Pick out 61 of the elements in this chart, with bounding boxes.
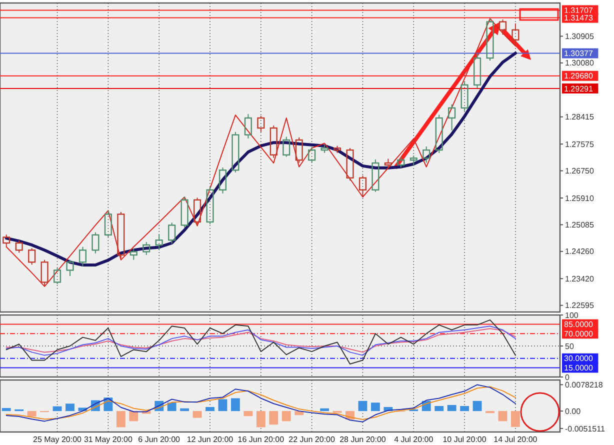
- x-tick-label: 12 Jun 20:00: [186, 435, 234, 444]
- y-tick-label: 0.0078218: [565, 380, 604, 390]
- y-tick-label: 1.27575: [565, 140, 594, 149]
- x-tick-label: 25 May 20:00: [33, 435, 82, 444]
- bar: [116, 411, 126, 428]
- bar: [511, 411, 520, 427]
- bar: [244, 411, 253, 416]
- bar: [269, 411, 278, 425]
- bar: [256, 411, 266, 428]
- y-tick-label: 1.30080: [565, 58, 594, 68]
- y-tick-label: 1.25910: [565, 194, 594, 203]
- y-tick-label: 1.25085: [565, 220, 594, 230]
- x-tick-label: 14 Jul 20:00: [494, 435, 538, 444]
- ref-line-label: 70.0000: [564, 329, 594, 338]
- bar: [27, 411, 36, 416]
- bar: [192, 411, 202, 418]
- y-tick-label: 50: [565, 342, 574, 351]
- bar: [371, 402, 380, 412]
- bar: [320, 408, 329, 412]
- bar: [2, 408, 11, 412]
- x-tick-label: 10 Jul 20:00: [442, 435, 487, 444]
- bar: [472, 400, 482, 412]
- bar: [498, 411, 508, 422]
- bar: [358, 400, 368, 412]
- bar: [52, 406, 62, 412]
- y-tick-label: -0.0051511: [565, 424, 606, 434]
- line-series: [6, 319, 516, 364]
- y-tick-label: 1.30905: [565, 32, 594, 41]
- y-tick-label: 100: [565, 310, 579, 320]
- y-tick-label: 1.28415: [565, 112, 594, 122]
- y-tick-label: 1.23420: [565, 274, 594, 284]
- bar: [129, 411, 138, 422]
- y-tick-label: 1.22595: [565, 301, 594, 310]
- ref-line-label: 1.29291: [564, 84, 594, 94]
- x-tick-label: 31 May 20:00: [84, 435, 133, 444]
- y-tick-label: 0: [565, 372, 570, 382]
- x-tick-label: 28 Jun 20:00: [340, 435, 386, 444]
- bar: [218, 399, 228, 412]
- bar: [167, 402, 176, 412]
- ref-line-label: 1.29680: [564, 72, 594, 81]
- y-tick-label: 0.00: [565, 406, 582, 416]
- bar: [460, 406, 469, 412]
- bar: [206, 407, 214, 412]
- bar: [447, 404, 456, 412]
- x-tick-label: 16 Jun 20:00: [238, 435, 285, 444]
- x-tick-label: 4 Jul 20:00: [394, 435, 434, 444]
- bar: [66, 404, 74, 412]
- x-tick-label: 22 Jun 20:00: [288, 435, 336, 444]
- y-tick-label: 1.26750: [565, 166, 594, 176]
- y-tick-label: 1.24260: [565, 247, 594, 256]
- ref-line-label: 1.30377: [564, 49, 594, 58]
- ref-line-label: 1.31707: [564, 6, 594, 16]
- bar: [282, 411, 291, 422]
- x-tick-label: 6 Jun 20:00: [138, 435, 181, 444]
- bar: [180, 408, 189, 412]
- ref-line-label: 30.0000: [564, 354, 594, 364]
- ref-line-label: 1.31473: [564, 14, 594, 23]
- bar: [231, 398, 240, 412]
- ref-line-label: 85.0000: [564, 320, 594, 330]
- ref-line-label: 15.0000: [564, 364, 594, 372]
- bar: [434, 406, 444, 412]
